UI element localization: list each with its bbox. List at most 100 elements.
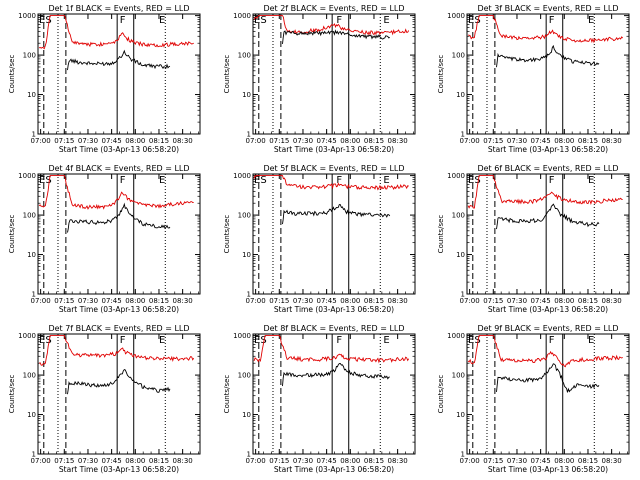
- y-tick-label: 1000: [447, 332, 465, 340]
- x-tick-label: 08:15: [578, 297, 598, 305]
- marker-e: E: [383, 175, 389, 186]
- marker-s: S: [45, 15, 51, 26]
- marker-s: S: [260, 175, 266, 186]
- marker-e: E: [383, 15, 389, 26]
- y-axis-label: Counts/sec: [223, 375, 231, 414]
- marker-e: E: [159, 175, 165, 186]
- x-axis-label: Start Time (03-Apr-13 06:58:20): [274, 305, 394, 314]
- chart-panel-9: Det 9f BLACK = Events, RED = LLD 1 10 100 10…: [437, 324, 630, 474]
- x-tick-label: 08:00: [125, 137, 145, 145]
- y-axis-label: Counts/sec: [437, 215, 445, 254]
- x-tick-label: 07:00: [460, 137, 480, 145]
- x-tick-label: 07:30: [293, 137, 313, 145]
- chart-title: Det 1f BLACK = Events, RED = LLD: [48, 4, 189, 13]
- x-tick-label: 08:30: [388, 297, 408, 305]
- events-series-line: [282, 363, 390, 387]
- x-tick-label: 07:45: [102, 297, 122, 305]
- chart-panel-1: Det 1f BLACK = Events, RED = LLD 1 10 100 10…: [8, 4, 201, 154]
- marker-f: F: [549, 335, 555, 346]
- y-tick-label: 10: [242, 91, 251, 99]
- y-tick-label: 1000: [18, 332, 36, 340]
- marker-e: E: [468, 175, 474, 186]
- plot-frame: [252, 13, 416, 135]
- marker-s: S: [260, 15, 266, 26]
- x-tick-label: 08:00: [340, 297, 360, 305]
- x-tick-label: 07:15: [54, 137, 74, 145]
- x-tick-label: 08:15: [364, 297, 384, 305]
- lld-series-line: [468, 15, 624, 44]
- x-axis-label: Start Time (03-Apr-13 06:58:20): [274, 465, 394, 474]
- chart-panel-4: Det 4f BLACK = Events, RED = LLD 1 10 100 10…: [8, 164, 201, 314]
- events-series-line: [496, 44, 600, 68]
- marker-f: F: [549, 175, 555, 186]
- x-tick-label: 08:30: [388, 457, 408, 465]
- x-tick-label: 08:30: [388, 137, 408, 145]
- y-tick-label: 1: [32, 451, 36, 459]
- chart-panel-6: Det 6f BLACK = Events, RED = LLD 1 10 100 10…: [437, 164, 630, 314]
- marker-e: E: [254, 335, 260, 346]
- y-tick-label: 1: [461, 451, 465, 459]
- x-tick-label: 08:30: [602, 137, 622, 145]
- marker-e: E: [383, 335, 389, 346]
- chart-panel-3: Det 3f BLACK = Events, RED = LLD 1 10 100 10…: [437, 4, 630, 154]
- x-tick-label: 07:45: [531, 137, 551, 145]
- plot-frame: [252, 333, 416, 455]
- x-tick-label: 07:15: [269, 297, 289, 305]
- events-series-line: [67, 49, 171, 71]
- x-tick-label: 08:00: [554, 297, 574, 305]
- y-tick-label: 10: [27, 91, 36, 99]
- marker-f: F: [336, 15, 342, 26]
- x-tick-label: 08:15: [578, 137, 598, 145]
- y-tick-label: 100: [238, 52, 251, 60]
- y-tick-label: 1000: [447, 12, 465, 20]
- lld-series-line: [38, 15, 194, 50]
- marker-e: E: [468, 15, 474, 26]
- marker-e: E: [588, 175, 594, 186]
- x-tick-label: 07:15: [54, 457, 74, 465]
- y-tick-label: 100: [452, 52, 465, 60]
- plot-frame: [37, 333, 201, 455]
- chart-title: Det 2f BLACK = Events, RED = LLD: [263, 4, 404, 13]
- y-tick-label: 100: [452, 212, 465, 220]
- x-tick-label: 08:15: [364, 137, 384, 145]
- x-tick-label: 07:15: [54, 297, 74, 305]
- lld-series-line: [253, 174, 409, 191]
- x-tick-label: 08:15: [578, 457, 598, 465]
- y-tick-label: 100: [238, 372, 251, 380]
- x-tick-label: 07:45: [531, 297, 551, 305]
- chart-panel-8: Det 8f BLACK = Events, RED = LLD 1 10 100 10…: [223, 324, 416, 474]
- chart-title: Det 6f BLACK = Events, RED = LLD: [477, 164, 618, 173]
- y-tick-label: 1: [247, 131, 251, 139]
- x-tick-label: 07:15: [269, 457, 289, 465]
- y-tick-label: 1000: [233, 12, 251, 20]
- x-tick-label: 07:30: [507, 457, 527, 465]
- y-tick-label: 1: [247, 451, 251, 459]
- chart-panel-5: Det 5f BLACK = Events, RED = LLD 1 10 100 10…: [223, 164, 416, 314]
- y-tick-label: 10: [456, 411, 465, 419]
- x-axis-label: Start Time (03-Apr-13 06:58:20): [488, 145, 608, 154]
- plot-frame: [252, 173, 416, 295]
- x-tick-label: 07:30: [507, 297, 527, 305]
- y-axis-label: Counts/sec: [8, 215, 16, 254]
- y-tick-label: 100: [23, 372, 36, 380]
- events-series-line: [67, 202, 171, 233]
- marker-e: E: [254, 175, 260, 186]
- y-tick-label: 1: [32, 291, 36, 299]
- x-tick-label: 07:30: [78, 457, 98, 465]
- marker-e: E: [588, 335, 594, 346]
- lld-series-line: [467, 335, 623, 368]
- marker-s: S: [474, 335, 480, 346]
- marker-f: F: [549, 15, 555, 26]
- y-tick-label: 1: [247, 291, 251, 299]
- x-tick-label: 08:30: [602, 297, 622, 305]
- x-tick-label: 07:00: [460, 297, 480, 305]
- x-tick-label: 07:45: [317, 457, 337, 465]
- y-axis-label: Counts/sec: [223, 215, 231, 254]
- y-tick-label: 1000: [18, 12, 36, 20]
- lld-series-line: [38, 335, 195, 366]
- marker-s: S: [45, 175, 51, 186]
- marker-e: E: [39, 175, 45, 186]
- marker-s: S: [260, 335, 266, 346]
- x-tick-label: 07:15: [483, 297, 503, 305]
